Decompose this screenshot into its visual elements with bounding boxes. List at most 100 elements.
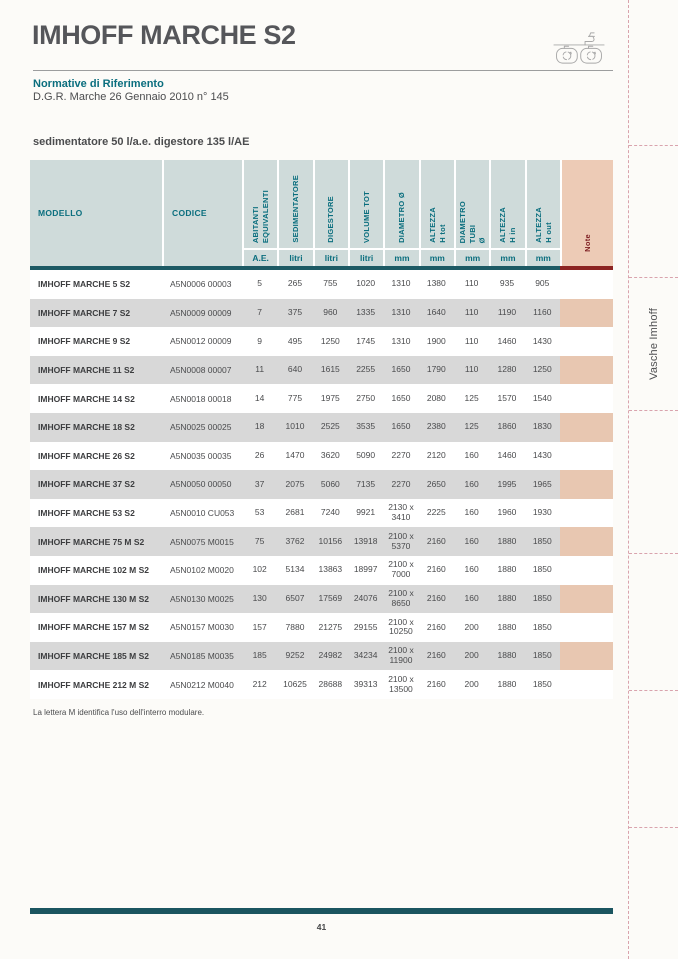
cell-diametro-tubi: 160 bbox=[464, 507, 479, 518]
cell-codice: A5N0008 00007 bbox=[170, 365, 232, 376]
cell-modello: IMHOFF MARCHE 18 S2 bbox=[38, 422, 135, 433]
cell-abitanti-equivalenti: 75 bbox=[254, 535, 265, 546]
cell-diametro: 2100 x 10250 bbox=[388, 616, 414, 637]
cell-modello: IMHOFF MARCHE 5 S2 bbox=[38, 279, 131, 290]
cell-modello: IMHOFF MARCHE 37 S2 bbox=[38, 479, 135, 490]
cell-altezza-h-in: 1880 bbox=[497, 564, 517, 575]
cell-altezza-h-in: 1860 bbox=[497, 421, 517, 432]
cell-abitanti-equivalenti: 102 bbox=[252, 564, 267, 575]
cell-volume-tot: 7135 bbox=[356, 478, 376, 489]
imhoff-tank-schematic-icon bbox=[553, 32, 605, 75]
cell-altezza-h-tot: 2160 bbox=[426, 535, 446, 546]
column-header-codice: CODICE bbox=[162, 160, 242, 266]
cell-sedimentatore: 1010 bbox=[285, 421, 305, 432]
cell-note bbox=[560, 613, 613, 642]
cell-sedimentatore: 3762 bbox=[285, 535, 305, 546]
trim-mark-vertical bbox=[628, 0, 629, 959]
trim-mark bbox=[629, 277, 678, 278]
reference-text: D.G.R. Marche 26 Gennaio 2010 n° 145 bbox=[33, 91, 229, 103]
column-label: Note bbox=[582, 234, 592, 252]
cell-altezza-h-in: 1960 bbox=[497, 507, 517, 518]
cell-modello: IMHOFF MARCHE 75 M S2 bbox=[38, 536, 145, 547]
cell-altezza-h-in: 1880 bbox=[497, 678, 517, 689]
cell-codice: A5N0035 00035 bbox=[170, 450, 232, 461]
header-underline-red bbox=[560, 266, 613, 270]
cell-abitanti-equivalenti: 14 bbox=[254, 392, 265, 403]
cell-altezza-h-out: 1850 bbox=[532, 650, 552, 661]
cell-digestore: 17569 bbox=[318, 592, 343, 603]
cell-codice: A5N0212 M0040 bbox=[170, 679, 234, 690]
cell-diametro-tubi: 110 bbox=[464, 364, 479, 375]
cell-volume-tot: 18997 bbox=[353, 564, 378, 575]
column-label: ABITANTI EQUIVALENTI bbox=[250, 189, 270, 243]
cell-digestore: 1250 bbox=[320, 335, 340, 346]
cell-altezza-h-tot: 2380 bbox=[426, 421, 446, 432]
cell-altezza-h-out: 1830 bbox=[532, 421, 552, 432]
title-divider bbox=[33, 70, 613, 71]
cell-volume-tot: 3535 bbox=[356, 421, 376, 432]
table-row: IMHOFF MARCHE 26 S2 A5N0035 00035 26 147… bbox=[30, 441, 613, 471]
cell-volume-tot: 5090 bbox=[356, 449, 376, 460]
cell-diametro: 1310 bbox=[391, 278, 411, 289]
product-table: MODELLO CODICE ABITANTI EQUIVALENTI A.E.… bbox=[30, 160, 613, 699]
column-header-digestore: DIGESTORE litri bbox=[312, 160, 348, 266]
cell-note bbox=[560, 670, 613, 699]
cell-note bbox=[559, 584, 613, 614]
cell-note bbox=[560, 384, 613, 413]
column-label: ALTEZZA H in bbox=[498, 207, 517, 243]
cell-codice: A5N0102 M0020 bbox=[170, 565, 234, 576]
page-number: 41 bbox=[316, 922, 327, 932]
cell-altezza-h-in: 1190 bbox=[497, 307, 517, 317]
cell-modello: IMHOFF MARCHE 14 S2 bbox=[38, 393, 135, 404]
cell-volume-tot: 13918 bbox=[353, 535, 378, 546]
column-header-altezza-h-out: ALTEZZA H out mm bbox=[524, 160, 560, 266]
cell-sedimentatore: 1470 bbox=[285, 449, 305, 460]
table-row: IMHOFF MARCHE 185 M S2 A5N0185 M0035 185… bbox=[30, 641, 613, 671]
cell-altezza-h-tot: 2160 bbox=[426, 592, 446, 603]
cell-diametro-tubi: 200 bbox=[464, 621, 479, 632]
cell-altezza-h-in: 1880 bbox=[497, 650, 517, 661]
cell-altezza-h-out: 1430 bbox=[532, 335, 552, 346]
cell-codice: A5N0018 00018 bbox=[170, 393, 232, 404]
table-caption: sedimentatore 50 l/a.e. digestore 135 l/… bbox=[33, 136, 250, 148]
column-unit: litri bbox=[314, 248, 348, 266]
table-row: IMHOFF MARCHE 130 M S2 A5N0130 M0025 130… bbox=[30, 584, 613, 614]
cell-modello: IMHOFF MARCHE 53 S2 bbox=[38, 508, 135, 519]
cell-diametro-tubi: 125 bbox=[464, 392, 479, 403]
column-unit: A.E. bbox=[244, 248, 278, 266]
cell-altezza-h-in: 1880 bbox=[497, 592, 517, 603]
cell-diametro: 2100 x 7000 bbox=[388, 559, 414, 580]
cell-modello: IMHOFF MARCHE 212 M S2 bbox=[38, 679, 149, 690]
cell-diametro-tubi: 160 bbox=[464, 449, 479, 460]
column-label: ALTEZZA H tot bbox=[427, 207, 447, 243]
cell-digestore: 10156 bbox=[318, 535, 343, 546]
cell-altezza-h-tot: 2160 bbox=[426, 621, 446, 632]
cell-diametro: 1650 bbox=[391, 421, 411, 432]
cell-altezza-h-tot: 1380 bbox=[426, 278, 446, 289]
cell-digestore: 7240 bbox=[320, 507, 340, 518]
table-row: IMHOFF MARCHE 11 S2 A5N0008 00007 11 640… bbox=[30, 355, 613, 385]
cell-modello: IMHOFF MARCHE 11 S2 bbox=[38, 365, 135, 376]
cell-diametro: 2100 x 5370 bbox=[388, 530, 414, 551]
footer-bar bbox=[30, 908, 613, 914]
column-label: VOLUME TOT bbox=[361, 190, 371, 243]
cell-diametro-tubi: 110 bbox=[464, 278, 479, 289]
cell-codice: A5N0075 M0015 bbox=[170, 536, 234, 547]
page-title: IMHOFF MARCHE S2 bbox=[32, 20, 296, 50]
trim-mark bbox=[629, 410, 678, 411]
table-row: IMHOFF MARCHE 37 S2 A5N0050 00050 37 207… bbox=[30, 470, 613, 499]
cell-altezza-h-in: 935 bbox=[499, 278, 515, 289]
cell-volume-tot: 2750 bbox=[356, 392, 376, 403]
cell-abitanti-equivalenti: 157 bbox=[252, 621, 267, 632]
cell-diametro: 2270 bbox=[391, 449, 411, 460]
cell-altezza-h-out: 1160 bbox=[533, 307, 552, 317]
cell-altezza-h-tot: 2120 bbox=[426, 449, 446, 460]
cell-diametro-tubi: 160 bbox=[464, 564, 479, 575]
cell-abitanti-equivalenti: 9 bbox=[257, 335, 263, 346]
cell-sedimentatore: 2075 bbox=[285, 478, 305, 489]
trim-mark bbox=[629, 553, 678, 554]
cell-digestore: 5060 bbox=[320, 478, 340, 489]
footnote: La lettera M identifica l'uso dell'inter… bbox=[33, 708, 205, 717]
cell-diametro-tubi: 110 bbox=[464, 307, 479, 317]
cell-abitanti-equivalenti: 130 bbox=[252, 592, 267, 603]
